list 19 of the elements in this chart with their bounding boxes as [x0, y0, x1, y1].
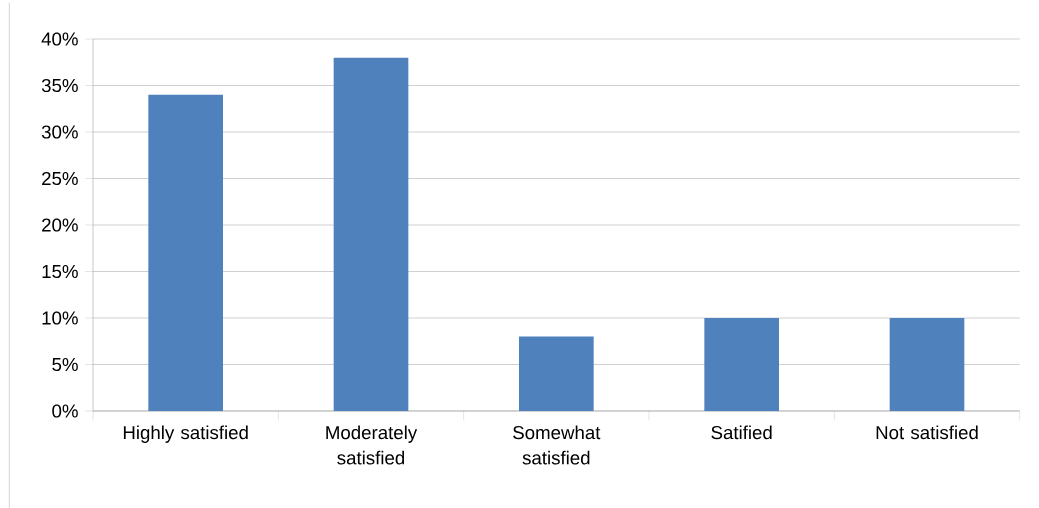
- x-tick-label: Highly satisfied: [123, 425, 248, 443]
- x-tick-label: Somewhat satisfied: [513, 425, 601, 465]
- y-tick-label: 0%: [52, 404, 78, 418]
- y-tick-label: 25%: [42, 171, 78, 185]
- y-tick-label: 15%: [42, 264, 78, 278]
- bar: [889, 317, 965, 411]
- bar: [519, 336, 594, 411]
- bar: [333, 57, 409, 411]
- bar: [148, 94, 223, 411]
- y-tick-label: 10%: [42, 311, 78, 325]
- bar: [704, 317, 780, 411]
- y-tick-label: 40%: [41, 32, 78, 46]
- y-tick-label: 30%: [41, 125, 78, 139]
- x-tick-label: Not satisfied: [876, 425, 978, 440]
- y-tick-label: 35%: [41, 78, 78, 92]
- x-tick-label: Satified: [711, 425, 772, 440]
- x-tick-label: Moderately satisfied: [326, 425, 418, 465]
- y-tick-label: 20%: [42, 218, 78, 232]
- y-tick-label: 5%: [52, 357, 78, 371]
